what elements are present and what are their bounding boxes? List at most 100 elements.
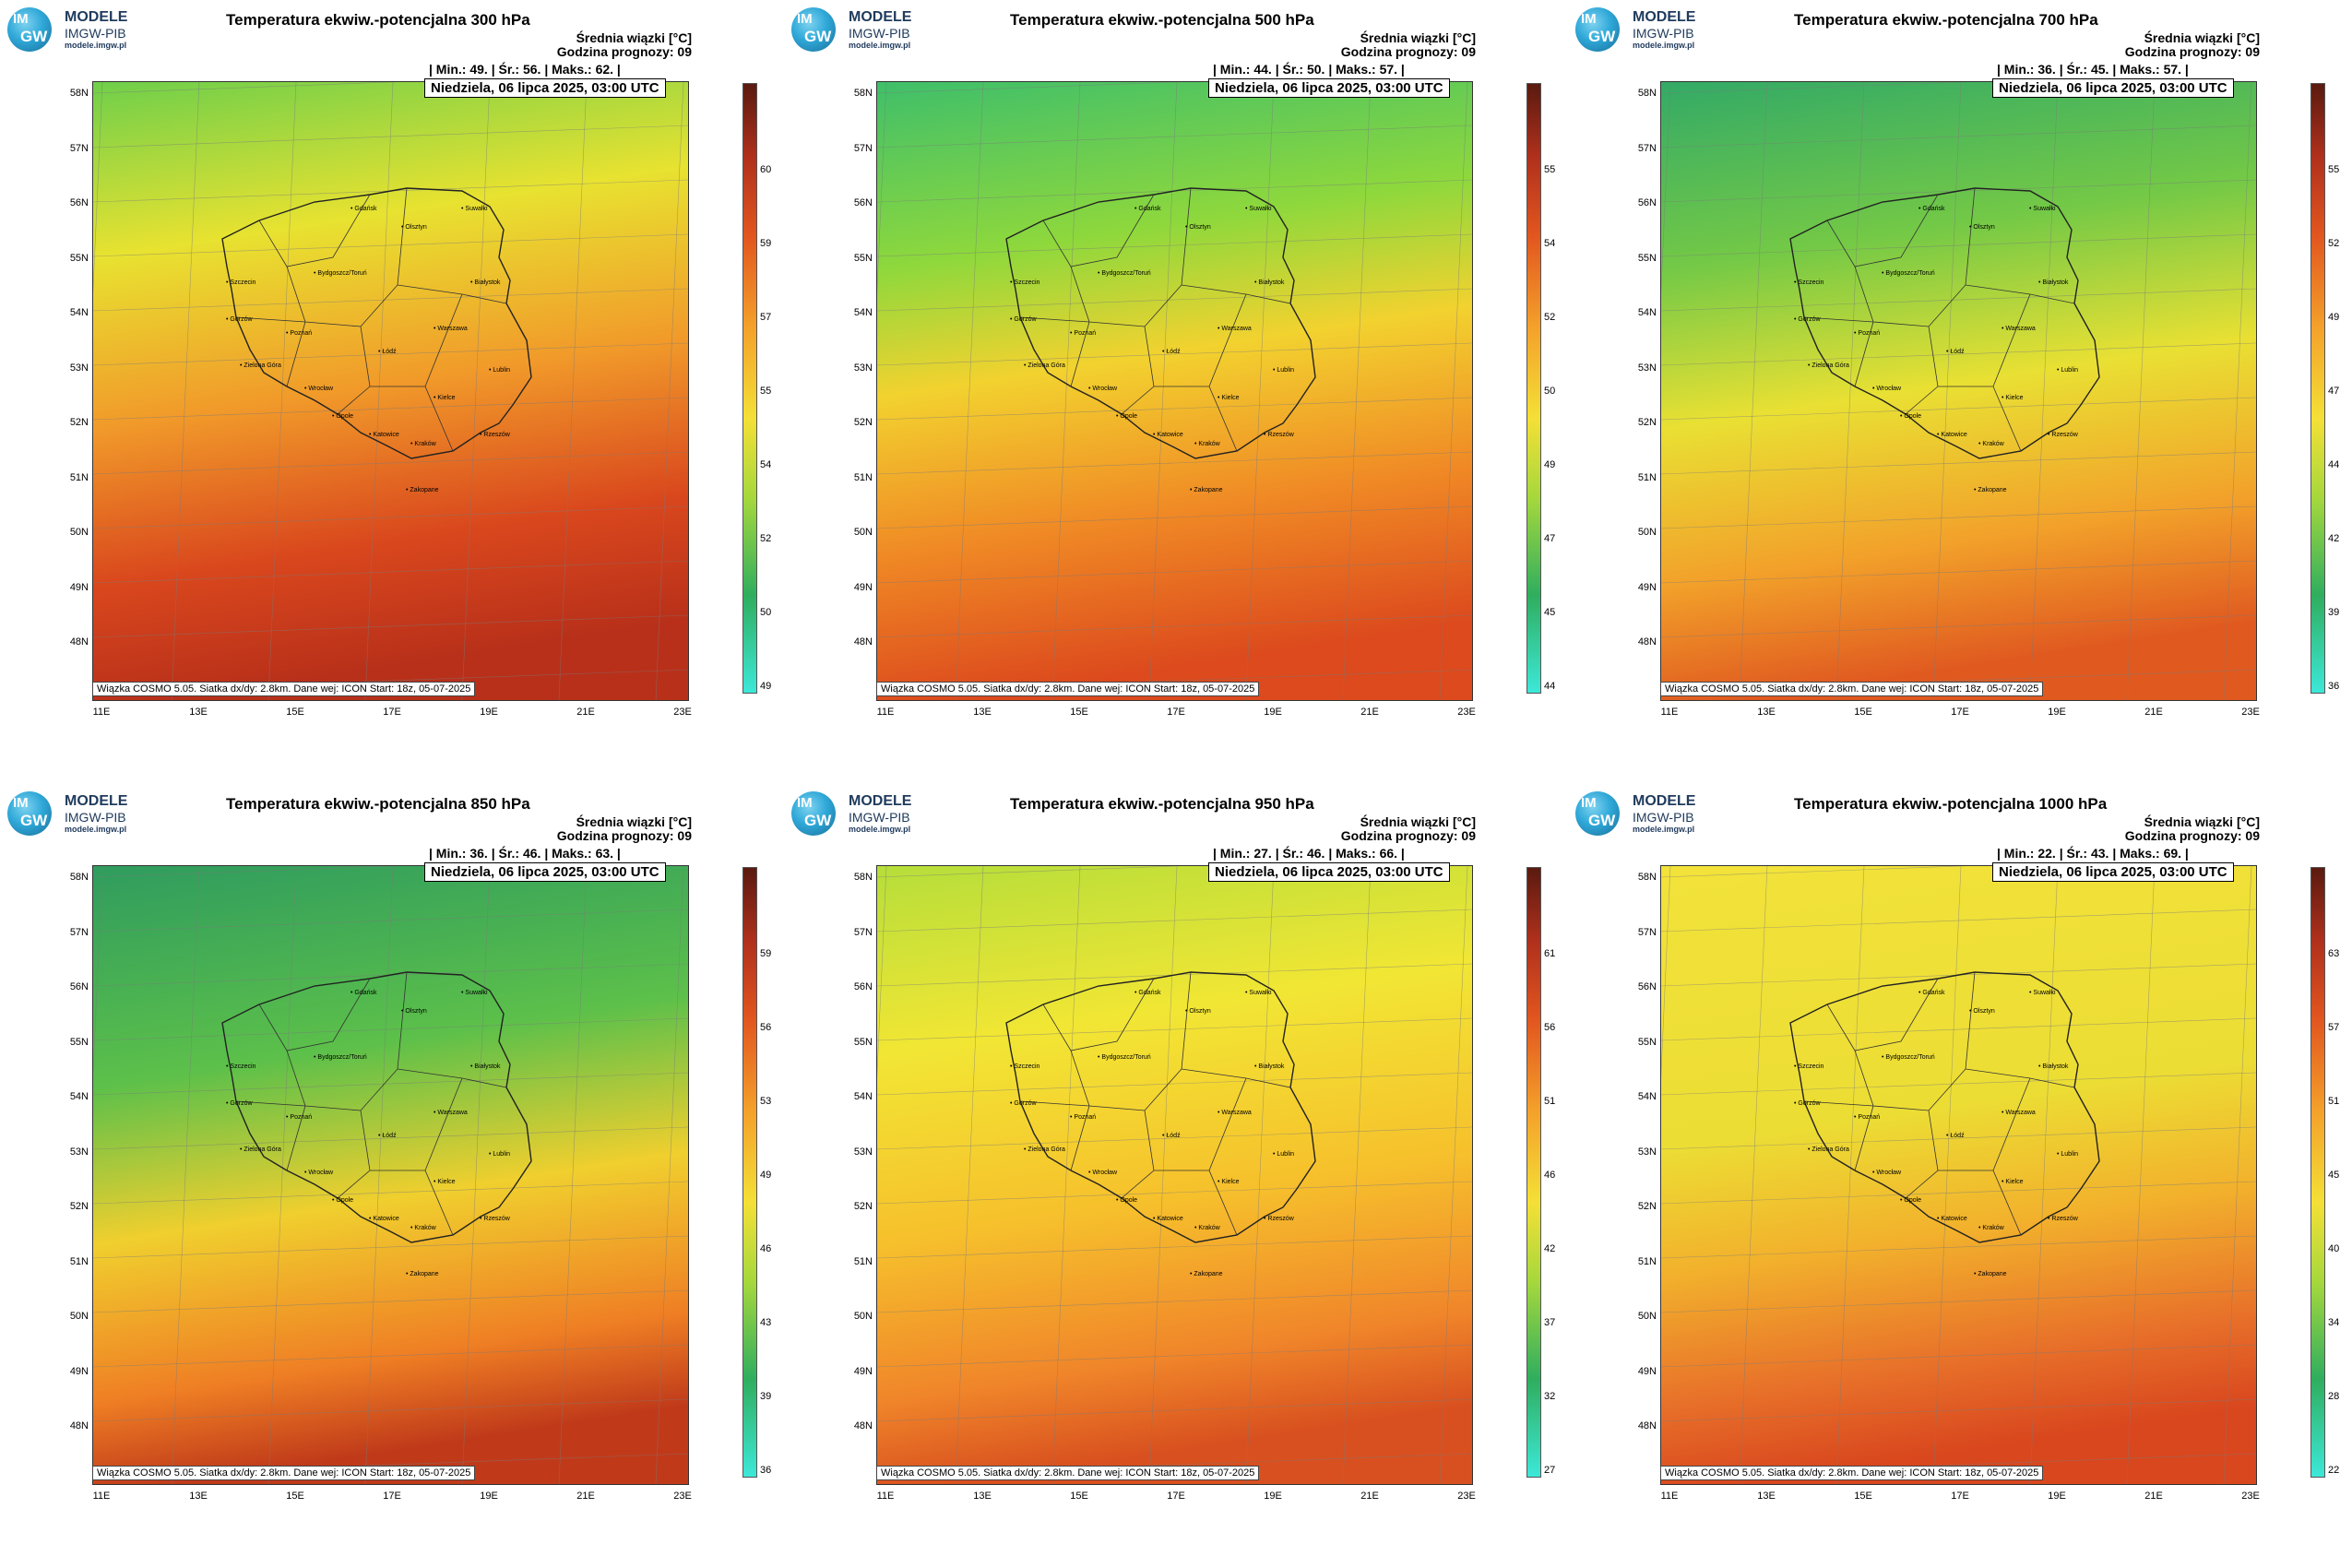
longitude-gridline xyxy=(1051,866,1081,1484)
logo-line3: modele.imgw.pl xyxy=(849,825,911,834)
latitude-gridline xyxy=(1661,1344,2256,1368)
longitude-label: 17E xyxy=(383,1491,401,1502)
city-label: • Katowice xyxy=(1153,1216,1183,1222)
logo-badge-bottom: GW xyxy=(804,812,832,829)
city-label: • Poznań xyxy=(286,1114,313,1121)
temperature-field xyxy=(877,866,1472,1484)
city-label: • Lublin xyxy=(489,367,511,374)
region-border xyxy=(1208,386,1238,452)
longitude-gridline xyxy=(558,866,588,1484)
latitude-label: 49N xyxy=(853,1365,873,1377)
colorbar-label: 22 xyxy=(2328,1465,2340,1476)
latitude-label: 57N xyxy=(853,926,873,938)
latitude-gridline xyxy=(1661,1126,2256,1150)
longitude-label: 19E xyxy=(480,1491,498,1502)
city-label: • Gorzów xyxy=(226,316,253,323)
city-label: • Bydgoszcz/Toruń xyxy=(1882,270,1935,277)
city-label: • Rzeszów xyxy=(480,1216,510,1222)
city-label: • Szczecin xyxy=(1794,1063,1824,1070)
region-border xyxy=(1042,978,1155,1051)
colorbar-label: 60 xyxy=(760,164,772,175)
longitude-label: 19E xyxy=(2048,707,2066,718)
longitude-label: 15E xyxy=(1070,707,1088,718)
longitude-gridline xyxy=(1051,82,1081,700)
colorbar-label: 57 xyxy=(760,312,772,323)
latitude-gridline xyxy=(93,560,688,584)
model-info: Wiązka COSMO 5.05. Siatka dx/dy: 2.8km. … xyxy=(92,682,476,696)
region-border xyxy=(1070,321,1090,387)
region-border xyxy=(1019,316,1090,323)
city-label: • Olsztyn xyxy=(401,224,427,231)
logo-badge-top: IM xyxy=(1581,11,1597,27)
colorbar-label: 49 xyxy=(2328,312,2340,323)
model-info: Wiązka COSMO 5.05. Siatka dx/dy: 2.8km. … xyxy=(92,1466,476,1480)
longitude-label: 19E xyxy=(2048,1491,2066,1502)
longitude-label: 17E xyxy=(1951,1491,1969,1502)
city-label: • Katowice xyxy=(1937,432,1967,438)
latitude-label: 52N xyxy=(1637,417,1657,428)
city-label: • Lublin xyxy=(1273,367,1295,374)
latitude-gridline xyxy=(93,1344,688,1368)
latitude-gridline xyxy=(877,1181,1472,1205)
longitude-label: 23E xyxy=(1457,707,1476,718)
valid-date: Niedziela, 06 lipca 2025, 03:00 UTC xyxy=(1992,78,2234,98)
longitude-label: 11E xyxy=(1660,1491,1679,1502)
latitude-gridline xyxy=(877,1072,1472,1096)
latitude-gridline xyxy=(93,82,398,94)
colorbar-label: 54 xyxy=(1544,238,1556,249)
latitude-label: 50N xyxy=(69,1311,89,1322)
longitude-label: 17E xyxy=(1951,707,1969,718)
longitude-label: 13E xyxy=(1757,707,1776,718)
latitude-gridline xyxy=(1661,1181,2256,1205)
poland-border xyxy=(1005,971,1316,1243)
imgw-badge-icon: IM GW xyxy=(1575,7,1620,52)
city-label: • Suwałki xyxy=(1245,990,1272,996)
city-label: • Lublin xyxy=(489,1151,511,1158)
map-area xyxy=(1660,865,2257,1485)
colorbar-label: 44 xyxy=(2328,459,2340,470)
latitude-gridline xyxy=(1661,1235,2256,1259)
city-label: • Rzeszów xyxy=(2048,432,2078,438)
city-label: • Zielona Góra xyxy=(1024,362,1065,369)
latitude-label: 54N xyxy=(853,1091,873,1102)
panel-title: Temperatura ekwiw.-potencjalna 700 hPa xyxy=(1794,11,2098,29)
city-label: • Białystok xyxy=(2038,1063,2069,1070)
city-label: • Opole xyxy=(332,1197,354,1204)
longitude-gridline xyxy=(558,82,588,700)
region-border xyxy=(258,978,371,1051)
latitude-label: 50N xyxy=(853,527,873,538)
city-label: • Gorzów xyxy=(1794,316,1821,323)
colorbar-label: 47 xyxy=(1544,533,1556,544)
city-label: • Gorzów xyxy=(1010,316,1037,323)
latitude-gridline xyxy=(93,505,688,529)
longitude-label: 21E xyxy=(1360,707,1379,718)
colorbar xyxy=(742,83,757,694)
latitude-label: 49N xyxy=(69,1365,89,1377)
city-label: • Opole xyxy=(1900,1197,1922,1204)
panel-stats: | Min.: 49. | Śr.: 56. | Maks.: 62. | xyxy=(429,62,621,77)
latitude-gridline xyxy=(93,1181,688,1205)
latitude-gridline xyxy=(1661,560,2256,584)
latitude-label: 56N xyxy=(69,981,89,992)
longitude-gridline xyxy=(2126,82,2156,700)
city-label: • Zakopane xyxy=(1974,1271,2007,1277)
imgw-logo: IM GW MODELE IMGW-PIB modele.imgw.pl xyxy=(1575,791,1714,837)
map-panel: IM GW MODELE IMGW-PIB modele.imgw.pl Tem… xyxy=(0,0,784,784)
colorbar-label: 59 xyxy=(760,948,772,959)
latitude-gridline xyxy=(93,233,688,257)
latitude-gridline xyxy=(1661,397,2256,421)
latitude-label: 53N xyxy=(69,362,89,374)
city-label: • Poznań xyxy=(1854,330,1881,337)
map-panel: IM GW MODELE IMGW-PIB modele.imgw.pl Tem… xyxy=(1568,0,2352,784)
colorbar-label: 40 xyxy=(2328,1243,2340,1254)
city-label: • Suwałki xyxy=(461,206,488,212)
latitude-gridline xyxy=(93,1072,688,1096)
region-border xyxy=(1803,316,1874,323)
latitude-label: 55N xyxy=(853,252,873,264)
city-label: • Olsztyn xyxy=(1969,1008,1995,1015)
colorbar-label: 45 xyxy=(2328,1170,2340,1181)
longitude-gridline xyxy=(1439,82,1468,700)
logo-badge-bottom: GW xyxy=(1588,812,1616,829)
poland-border xyxy=(1005,187,1316,459)
logo-line3: modele.imgw.pl xyxy=(849,41,911,50)
